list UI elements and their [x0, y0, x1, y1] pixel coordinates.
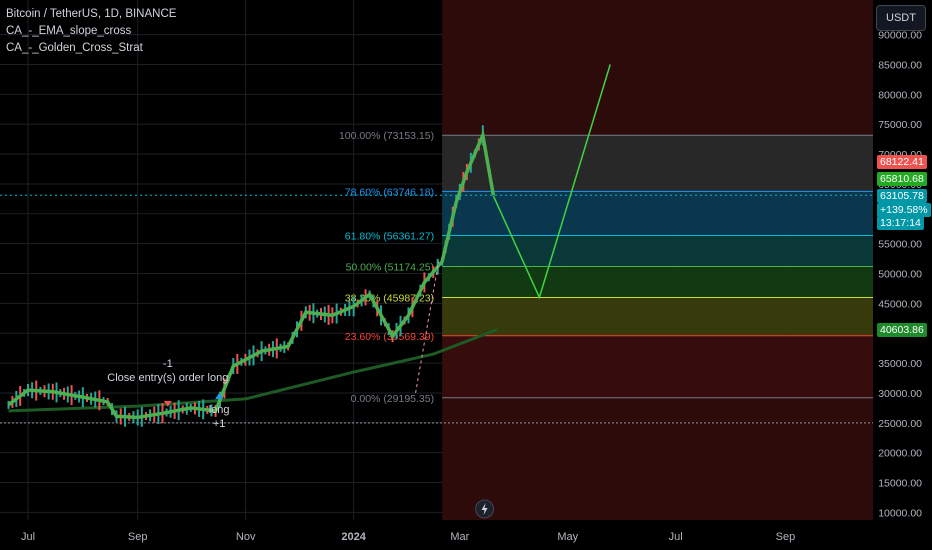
y-tick-label: 10000.00	[878, 507, 922, 519]
legend-indicator-ema[interactable]: CA_-_EMA_slope_cross	[6, 25, 132, 37]
y-tick-label: 15000.00	[878, 478, 922, 490]
x-tick-label: Sep	[776, 531, 796, 543]
long-label: long	[209, 404, 230, 416]
fib-level-label: 50.00% (51174.25)	[346, 262, 435, 274]
long-qty-label: +1	[213, 418, 226, 430]
currency-button[interactable]: USDT	[876, 5, 926, 31]
fib-zone	[442, 266, 873, 298]
open-price-tag: 65810.68	[877, 172, 927, 186]
y-tick-label: 25000.00	[878, 418, 922, 430]
fib-zone	[442, 335, 873, 398]
y-tick-label: 75000.00	[878, 119, 922, 131]
x-tick-label: Jul	[669, 531, 683, 543]
fast-ema-line	[7, 129, 496, 420]
x-tick-label: Sep	[128, 531, 148, 543]
y-tick-label: 35000.00	[878, 358, 922, 370]
high-price-tag: 68122.41	[877, 155, 927, 169]
x-tick-label: Nov	[236, 531, 256, 543]
long-arrow-icon	[215, 392, 224, 399]
fib-zone	[442, 191, 873, 236]
countdown-tag: 13:17:14	[877, 216, 924, 230]
axes: Jul Sep Nov 2024 Mar May Jul Sep 10000.00 15000.0…	[21, 30, 922, 543]
x-tick-label: Jul	[21, 531, 35, 543]
y-tick-label: 20000.00	[878, 448, 922, 460]
projection-line	[492, 64, 611, 300]
annotations: -1 Close entry(s) order long long +1	[107, 358, 495, 519]
last-change-tag: +139.58%	[877, 203, 931, 217]
fib-level-label: 0.00% (29195.35)	[351, 393, 434, 405]
close-qty-label: -1	[163, 358, 173, 370]
fib-zone-lower	[442, 397, 873, 520]
fib-zone	[442, 297, 873, 336]
y-tick-label: 55000.00	[878, 239, 922, 251]
y-tick-label: 30000.00	[878, 388, 922, 400]
fib-zone	[442, 135, 873, 192]
fib-level-label: 78.60% (63746.18)	[345, 186, 434, 198]
y-tick-label: 85000.00	[878, 60, 922, 72]
fib-retracement: 100.00% (73153.15) 78.60% (63746.18) 61.80…	[0, 0, 873, 520]
fib-zone-upper	[442, 0, 873, 136]
last-price-tag: 63105.78	[877, 189, 927, 203]
close-entry-label: Close entry(s) order long	[107, 372, 228, 384]
price-series	[7, 64, 611, 427]
x-tick-label: Mar	[450, 531, 469, 543]
y-tick-label: 50000.00	[878, 269, 922, 281]
fib-level-label: 23.60% (39569.39)	[345, 331, 434, 343]
x-tick-label: 2024	[341, 531, 366, 543]
ma-price-tag: 40603.86	[877, 323, 927, 337]
slow-ma-line	[8, 328, 498, 413]
legend-indicator-golden-cross[interactable]: CA_-_Golden_Cross_Strat	[6, 42, 143, 54]
fib-level-label: 61.80% (56361.27)	[345, 231, 434, 243]
y-tick-label: 90000.00	[878, 30, 922, 42]
lightning-icon	[481, 503, 488, 515]
legend-symbol: Bitcoin / TetherUS, 1D, BINANCE	[6, 8, 177, 20]
fib-zone	[442, 235, 873, 267]
y-tick-label: 80000.00	[878, 89, 922, 101]
fib-level-label: 100.00% (73153.15)	[339, 130, 434, 142]
chart-legend: Bitcoin / TetherUS, 1D, BINANCE CA_-_EMA…	[6, 6, 176, 57]
golden-cross-dash	[415, 261, 440, 394]
y-tick-label: 45000.00	[878, 298, 922, 310]
close-arrow-icon	[163, 400, 172, 407]
x-tick-label: May	[557, 531, 578, 543]
